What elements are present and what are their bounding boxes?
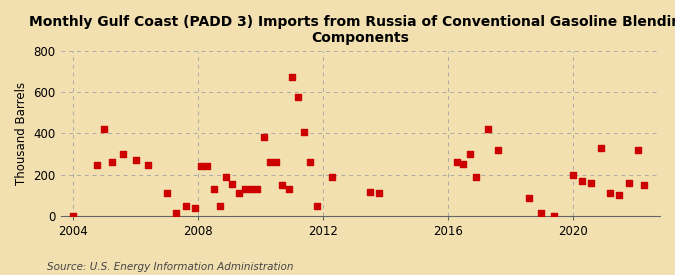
Point [221, 174, 232, 179]
Point [252, 187, 263, 191]
Point [470, 174, 481, 179]
Point [208, 187, 219, 191]
Point [567, 172, 578, 177]
Point [292, 95, 303, 99]
Point [536, 211, 547, 215]
Point [91, 163, 102, 167]
Point [624, 181, 634, 185]
Point [286, 75, 297, 80]
Point [246, 187, 256, 191]
Point [99, 126, 110, 131]
Point [190, 205, 200, 210]
Point [202, 164, 213, 169]
Point [161, 191, 172, 196]
Point [452, 160, 462, 164]
Point [196, 164, 207, 169]
Point [576, 179, 587, 183]
Point [305, 160, 316, 164]
Point [227, 182, 238, 186]
Point [68, 214, 78, 218]
Point [130, 158, 141, 162]
Point [311, 204, 322, 208]
Point [180, 204, 191, 208]
Point [142, 163, 153, 167]
Point [483, 127, 493, 131]
Point [614, 193, 625, 197]
Point [458, 162, 468, 166]
Point [240, 187, 250, 191]
Point [283, 187, 294, 191]
Point [215, 204, 225, 208]
Point [327, 174, 338, 179]
Point [595, 145, 606, 150]
Point [364, 190, 375, 194]
Point [233, 191, 244, 196]
Point [632, 148, 643, 152]
Point [299, 130, 310, 134]
Point [171, 211, 182, 215]
Y-axis label: Thousand Barrels: Thousand Barrels [15, 82, 28, 185]
Point [605, 191, 616, 196]
Point [639, 183, 650, 187]
Point [277, 183, 288, 187]
Point [492, 148, 503, 152]
Point [258, 135, 269, 140]
Point [524, 196, 535, 200]
Point [271, 160, 281, 164]
Text: Source: U.S. Energy Information Administration: Source: U.S. Energy Information Administ… [47, 262, 294, 272]
Point [265, 160, 275, 164]
Point [107, 160, 117, 164]
Title: Monthly Gulf Coast (PADD 3) Imports from Russia of Conventional Gasoline Blendin: Monthly Gulf Coast (PADD 3) Imports from… [29, 15, 675, 45]
Point [549, 214, 560, 218]
Point [374, 191, 385, 196]
Point [464, 152, 475, 156]
Point [586, 181, 597, 185]
Point [117, 152, 128, 156]
